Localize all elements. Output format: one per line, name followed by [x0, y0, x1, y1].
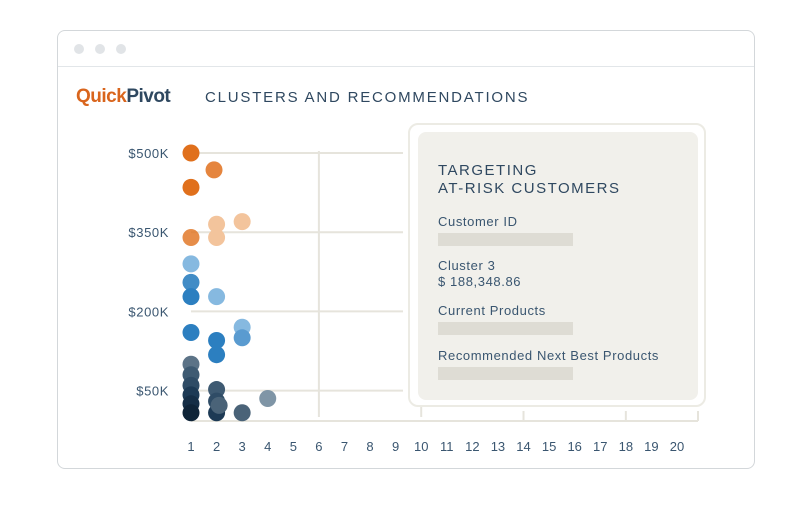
cluster-value: $ 188,348.86: [438, 274, 522, 289]
x-tick-label: 7: [341, 439, 348, 454]
targeting-panel: TARGETING AT-RISK CUSTOMERS Customer ID …: [408, 123, 706, 407]
y-tick-label: $350K: [128, 225, 169, 240]
scatter-point: [182, 178, 200, 196]
x-tick-label: 19: [644, 439, 658, 454]
x-tick-label: 16: [567, 439, 581, 454]
x-axis-ticks: 1 2 3 4 5 6 7 8 9 10 11 12 13 14 15 16 17 18 19 20: [187, 439, 684, 454]
quickpivot-logo: QuickPivot: [76, 86, 171, 108]
scatter-point: [210, 396, 228, 414]
scatter-point: [208, 346, 226, 364]
logo-text-pivot: Pivot: [126, 86, 171, 107]
scatter-point: [233, 404, 251, 422]
current-products-placeholder: [438, 322, 573, 335]
x-tick-label: 10: [414, 439, 428, 454]
scatter-point: [182, 288, 200, 306]
window-control-dot[interactable]: [95, 44, 105, 54]
logo-text-quick: Quick: [76, 86, 127, 107]
scatter-point: [233, 329, 251, 347]
x-tick-label: 2: [213, 439, 220, 454]
window-control-dot[interactable]: [74, 44, 84, 54]
customer-id-placeholder: [438, 233, 573, 246]
scatter-point: [208, 228, 226, 246]
scatter-point: [182, 273, 200, 291]
recommended-products-placeholder: [438, 367, 573, 380]
y-tick-label: $50K: [136, 384, 169, 399]
y-axis-ticks: $500K $350K $200K $50K: [128, 146, 169, 399]
window-control-dot[interactable]: [116, 44, 126, 54]
x-tick-label: 8: [366, 439, 373, 454]
x-tick-label: 12: [465, 439, 479, 454]
x-tick-label: 15: [542, 439, 556, 454]
scatter-point: [182, 228, 200, 246]
x-tick-label: 17: [593, 439, 607, 454]
x-tick-label: 9: [392, 439, 399, 454]
scatter-point: [208, 215, 226, 233]
scatter-point: [182, 324, 200, 342]
page-title: CLUSTERS AND RECOMMENDATIONS: [205, 89, 530, 106]
scatter-point: [233, 213, 251, 231]
y-tick-label: $200K: [128, 304, 169, 319]
recommended-products-label: Recommended Next Best Products: [438, 348, 660, 363]
scatter-points: [182, 144, 430, 422]
panel-title-line2: AT-RISK CUSTOMERS: [438, 180, 621, 197]
scatter-point: [182, 144, 200, 162]
panel-title: TARGETING AT-RISK CUSTOMERS: [438, 162, 678, 198]
x-tick-label: 18: [619, 439, 633, 454]
targeting-panel-body: TARGETING AT-RISK CUSTOMERS Customer ID …: [418, 132, 698, 400]
clusters-scatter-chart: $500K$350K$200K$50K 1 2 3 4 5 6 7 8 9 10 11 12 13 14 1…: [128, 144, 699, 454]
cluster-label: Cluster 3: [438, 258, 496, 273]
current-products-label: Current Products: [438, 303, 546, 318]
scatter-point: [182, 255, 200, 273]
customer-id-label: Customer ID: [438, 214, 518, 229]
x-tick-label: 3: [239, 439, 246, 454]
x-tick-label: 4: [264, 439, 271, 454]
scatter-point: [259, 390, 277, 408]
scatter-point: [208, 381, 226, 399]
panel-title-line1: TARGETING: [438, 162, 538, 179]
x-tick-label: 1: [187, 439, 194, 454]
scatter-point: [208, 331, 226, 349]
window-titlebar: [58, 31, 754, 67]
scatter-point: [208, 288, 226, 306]
scatter-point: [205, 161, 223, 179]
scatter-point: [182, 404, 200, 422]
x-tick-label: 11: [440, 439, 454, 454]
browser-window: QuickPivot CLUSTERS AND RECOMMENDATIONS …: [57, 30, 755, 469]
x-tick-label: 6: [315, 439, 322, 454]
x-tick-label: 14: [516, 439, 530, 454]
x-tick-label: 5: [290, 439, 297, 454]
x-tick-label: 13: [491, 439, 505, 454]
y-tick-label: $500K: [128, 146, 169, 161]
x-tick-label: 20: [670, 439, 684, 454]
